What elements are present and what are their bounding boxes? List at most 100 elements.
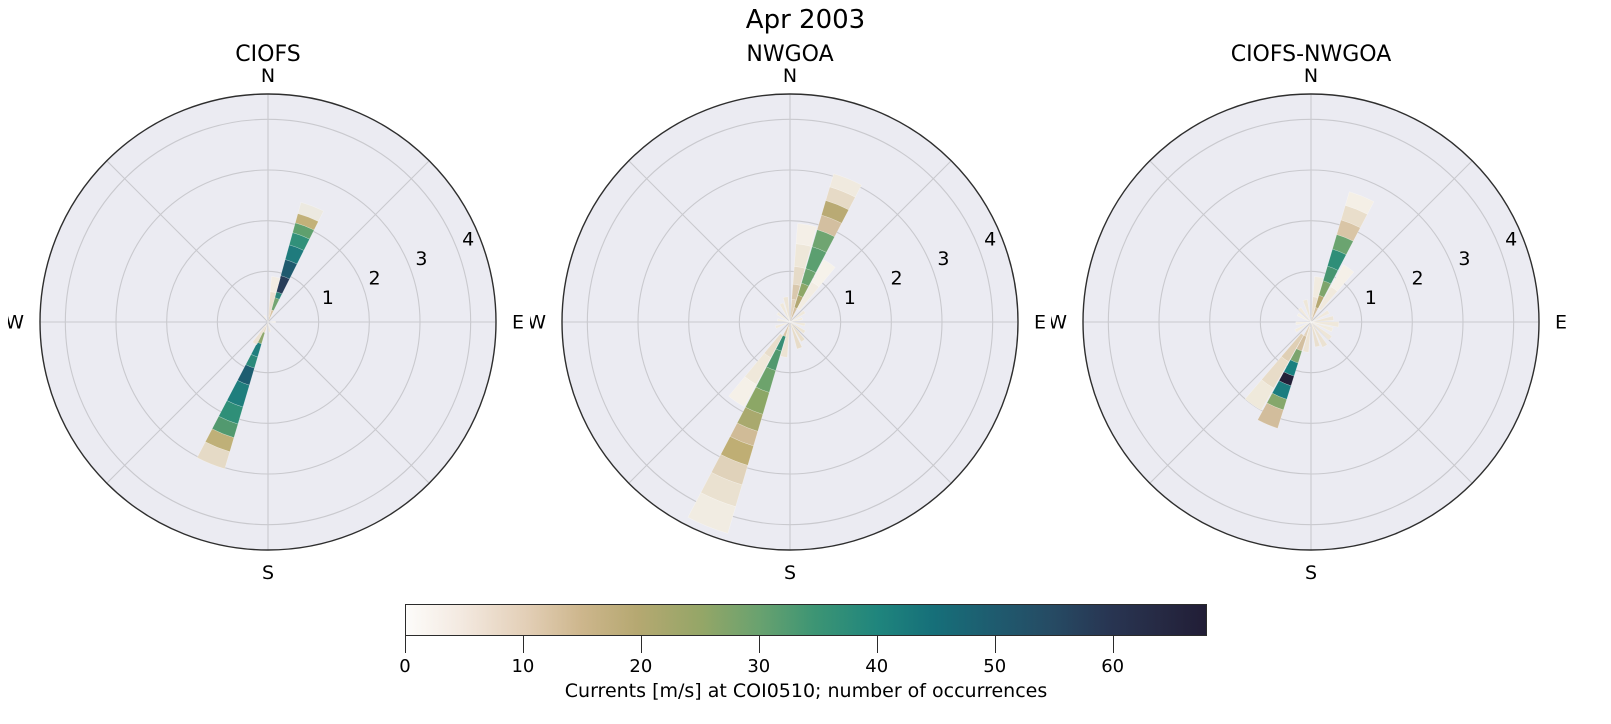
colorbar-tick [640, 636, 643, 653]
petal-cell [1310, 321, 1328, 348]
petal-cell [728, 376, 757, 407]
compass-label-e: E [1034, 312, 1046, 334]
radial-tick-label: 3 [937, 248, 949, 270]
outer-spine [561, 93, 1019, 551]
colorbar-tick-label: 30 [747, 656, 771, 677]
grid-spoke [1149, 160, 1312, 323]
subplot-title-ciofs: CIOFS [235, 42, 301, 67]
colorbar-tick [1112, 636, 1114, 653]
subplot-title-nwgoa: NWGOA [746, 42, 834, 67]
compass-label-s: S [262, 562, 274, 580]
petal-cell [270, 276, 281, 293]
radial-tick-label: 1 [322, 287, 334, 309]
petal-cell [1302, 326, 1311, 353]
compass-label-s: S [1305, 562, 1317, 580]
petal-cell [776, 311, 791, 323]
petal-cell [263, 314, 269, 323]
radial-tick-label: 4 [462, 229, 474, 251]
radial-tick-label: 4 [984, 229, 996, 251]
petal-cell [1310, 321, 1334, 333]
petal-cell [1345, 191, 1375, 215]
colorbar-label: Currents [m/s] at COI0510; number of occ… [564, 680, 1048, 702]
colorbar-tick-label: 0 [399, 656, 411, 677]
grid-spoke [789, 321, 952, 484]
petal-cell [252, 325, 267, 345]
petal-cell [1294, 321, 1312, 333]
colorbar-tick-label: 60 [1101, 656, 1125, 677]
petal-cell [267, 321, 276, 323]
petal-cell [1295, 321, 1312, 326]
radial-tick-label: 3 [1458, 248, 1470, 270]
radial-tick-label: 3 [415, 248, 427, 270]
compass-label-n: N [1304, 65, 1318, 87]
petal-cell [1312, 276, 1324, 298]
compass-label-w: W [1051, 312, 1067, 334]
petal-cell [777, 318, 791, 323]
polar-plot-nwgoa: 1 2 3 4 N E S W [530, 65, 1046, 580]
petal-cell [1244, 379, 1274, 411]
petal-cell [795, 223, 817, 247]
compass-label-w: W [530, 312, 546, 334]
grid-spoke [628, 321, 791, 484]
petal-cell [687, 492, 736, 534]
radial-tick-label: 2 [369, 268, 381, 290]
petal-cell [779, 302, 791, 323]
polar-plot-ciofs: 1 2 3 4 N E S W [8, 65, 524, 580]
colorbar-tick-label: 10 [511, 656, 535, 677]
petal-cell [267, 321, 271, 333]
radial-tick-label: 2 [891, 268, 903, 290]
petal-cell [775, 321, 791, 329]
petal-cell [1257, 402, 1284, 429]
grid-spoke [267, 160, 430, 323]
colorbar-tick [405, 636, 407, 653]
outer-spine [39, 93, 497, 551]
petal-cell [1310, 321, 1333, 341]
petal-cell [1310, 315, 1334, 323]
polar-plot-ciofs-nwgoa: 1 2 3 4 N E S W [1051, 65, 1567, 580]
compass-label-n: N [261, 65, 275, 87]
petal-cell [1330, 264, 1355, 292]
petal-cell [1302, 299, 1312, 323]
colorbar-gradient [405, 604, 1207, 636]
grid-spoke [106, 160, 269, 323]
grid-spoke [1149, 321, 1312, 484]
petal-cell [1310, 321, 1321, 348]
colorbar-tick-label: 20 [629, 656, 653, 677]
subplot-title-ciofs-nwgoa: CIOFS-NWGOA [1230, 42, 1392, 67]
compass-label-w: W [8, 312, 24, 334]
grid-spoke [267, 321, 430, 484]
petal-cell [789, 317, 803, 323]
grid-spoke [1310, 321, 1473, 484]
colorbar-tick-label: 50 [983, 656, 1007, 677]
grid-spoke [789, 160, 952, 323]
grid-spoke [106, 321, 269, 484]
colorbar-tick [758, 636, 761, 653]
petal-cell [1296, 312, 1312, 323]
compass-label-e: E [512, 312, 524, 334]
petal-cell [782, 296, 791, 323]
petal-cell [780, 326, 790, 358]
radial-tick-label: 1 [844, 287, 856, 309]
petal-cell [811, 259, 836, 288]
compass-label-s: S [784, 562, 796, 580]
radial-tick-label: 4 [1505, 229, 1517, 251]
petal-cell [1298, 307, 1312, 323]
petal-cell [1310, 309, 1330, 323]
compass-label-n: N [783, 65, 797, 87]
petal-cell [790, 324, 803, 350]
petal-cell [789, 310, 806, 323]
colorbar-tick [876, 636, 879, 653]
petal-cell [196, 441, 231, 470]
radial-tick-label: 1 [1365, 287, 1377, 309]
grid-spoke [1310, 160, 1473, 323]
petal-cell [297, 202, 324, 222]
radial-tick-label: 2 [1412, 268, 1424, 290]
grid-spoke [628, 160, 791, 323]
petal-cell [789, 321, 806, 334]
compass-label-e: E [1555, 312, 1567, 334]
colorbar-tick-label: 40 [865, 656, 889, 677]
colorbar-tick [522, 636, 525, 653]
petal-cell [1310, 321, 1340, 328]
figure-title: Apr 2003 [745, 5, 866, 35]
